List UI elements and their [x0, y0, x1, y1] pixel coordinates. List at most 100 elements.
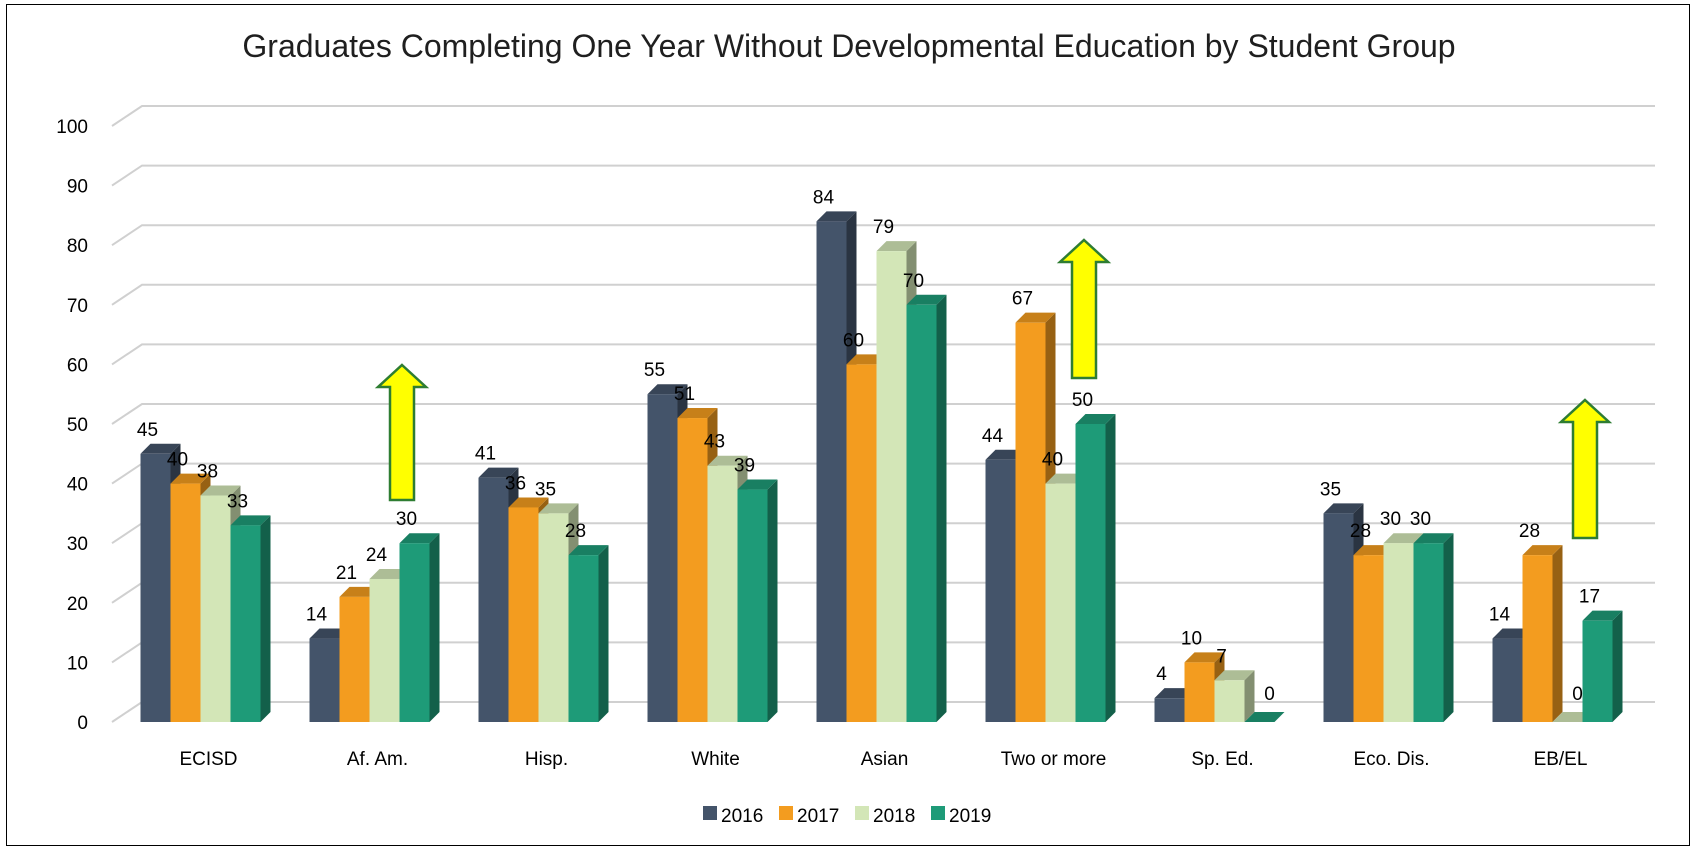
bar-top: [478, 467, 519, 478]
data-label: 35: [1320, 479, 1341, 500]
y-tick-label: 50: [67, 415, 88, 436]
bar-front: [876, 251, 907, 722]
bar-2017-8: [1522, 545, 1563, 722]
annotation-arrows: [374, 238, 1613, 540]
data-label: 39: [734, 456, 755, 477]
data-label: 45: [137, 420, 158, 441]
up-arrow-icon: [374, 363, 430, 502]
bar-2019-2: [568, 545, 609, 722]
gridline-80: [111, 224, 1655, 247]
bar-front: [677, 418, 708, 722]
data-label: 60: [843, 330, 864, 351]
bar-side: [1244, 670, 1255, 722]
bar-top: [538, 503, 579, 514]
bar-side: [1105, 414, 1116, 722]
y-axis-ticks: 0 10 20 30 40 50 60 70 80 90 100: [56, 117, 88, 734]
bar-front: [369, 578, 400, 722]
bar-side: [1552, 545, 1563, 722]
bar-top: [568, 545, 609, 556]
data-label: 30: [1380, 509, 1401, 530]
bar-top: [737, 479, 778, 490]
bar-front: [140, 453, 171, 722]
data-label: 35: [535, 479, 556, 500]
legend-label: 2018: [873, 806, 915, 827]
data-label: 14: [1489, 605, 1511, 626]
bar-top: [399, 533, 440, 544]
gridline-60: [111, 343, 1655, 366]
bar-top: [876, 241, 917, 252]
y-tick-label: 100: [56, 117, 88, 138]
data-label: 24: [366, 545, 388, 566]
bar-top: [1323, 503, 1364, 514]
legend-swatch: [779, 806, 793, 820]
bar-top: [170, 473, 211, 484]
bar-top: [1075, 414, 1116, 424]
bar-front: [816, 221, 847, 723]
gridlines: [111, 105, 1655, 723]
legend-swatch: [703, 806, 717, 820]
bar-front: [1045, 483, 1076, 722]
legend: 2016 2017 2018 2019: [703, 806, 991, 827]
bar-side: [767, 479, 778, 722]
bar-front: [737, 489, 768, 722]
bar-top: [1244, 712, 1285, 722]
bar-top: [1184, 652, 1225, 663]
bar-top: [140, 443, 181, 454]
data-label: 21: [336, 563, 357, 584]
bar-front: [170, 483, 201, 722]
legend-swatch: [931, 806, 945, 820]
data-label: 10: [1181, 628, 1202, 649]
bar-front: [707, 465, 738, 722]
bar-front: [906, 304, 937, 722]
bar-top: [1383, 533, 1424, 544]
bar-front: [508, 507, 539, 722]
data-label: 43: [704, 432, 725, 453]
bar-2019-6: [1244, 712, 1285, 722]
y-tick-label: 30: [67, 534, 88, 555]
bar-front: [339, 596, 370, 722]
bar-front: [230, 525, 261, 722]
bar-2018-6: [1214, 670, 1255, 722]
bar-side: [1612, 610, 1623, 722]
bar-front: [1075, 424, 1106, 722]
bar-top: [647, 384, 688, 395]
gridline-90: [111, 164, 1655, 187]
bar-side: [260, 515, 271, 722]
bar-top: [1015, 312, 1056, 323]
bar-top: [707, 455, 748, 466]
y-tick-label: 60: [67, 355, 88, 376]
bar-front: [538, 513, 569, 722]
bar-2019-5: [1075, 414, 1116, 722]
bar-front: [1413, 543, 1444, 722]
y-tick-label: 80: [67, 236, 88, 257]
y-tick-label: 10: [67, 653, 88, 674]
bar-2019-3: [737, 479, 778, 722]
gridline-70: [111, 283, 1655, 306]
bar-front: [1492, 638, 1523, 722]
bar-front: [1522, 555, 1553, 722]
data-label: 4: [1156, 664, 1167, 685]
data-label: 51: [674, 384, 695, 405]
data-label: 36: [505, 473, 526, 494]
bar-top: [1582, 610, 1623, 621]
bar-2019-1: [399, 533, 440, 722]
y-tick-label: 70: [67, 296, 88, 317]
data-label: 38: [197, 462, 218, 483]
bar-top: [1413, 533, 1454, 544]
category-label: Af. Am.: [347, 749, 408, 770]
bar-top: [508, 497, 549, 508]
bar-front: [647, 394, 678, 722]
data-label: 41: [475, 444, 496, 465]
legend-label: 2019: [949, 806, 991, 827]
bar-front: [1353, 555, 1384, 722]
bar-top: [677, 408, 718, 419]
data-label: 28: [1350, 521, 1371, 542]
bar-side: [936, 294, 947, 722]
bar-front: [568, 555, 599, 722]
bar-front: [1154, 698, 1185, 722]
up-arrow-icon: [1056, 238, 1112, 380]
category-label: Eco. Dis.: [1353, 749, 1429, 770]
data-label: 84: [813, 187, 835, 208]
data-label: 28: [565, 521, 586, 542]
